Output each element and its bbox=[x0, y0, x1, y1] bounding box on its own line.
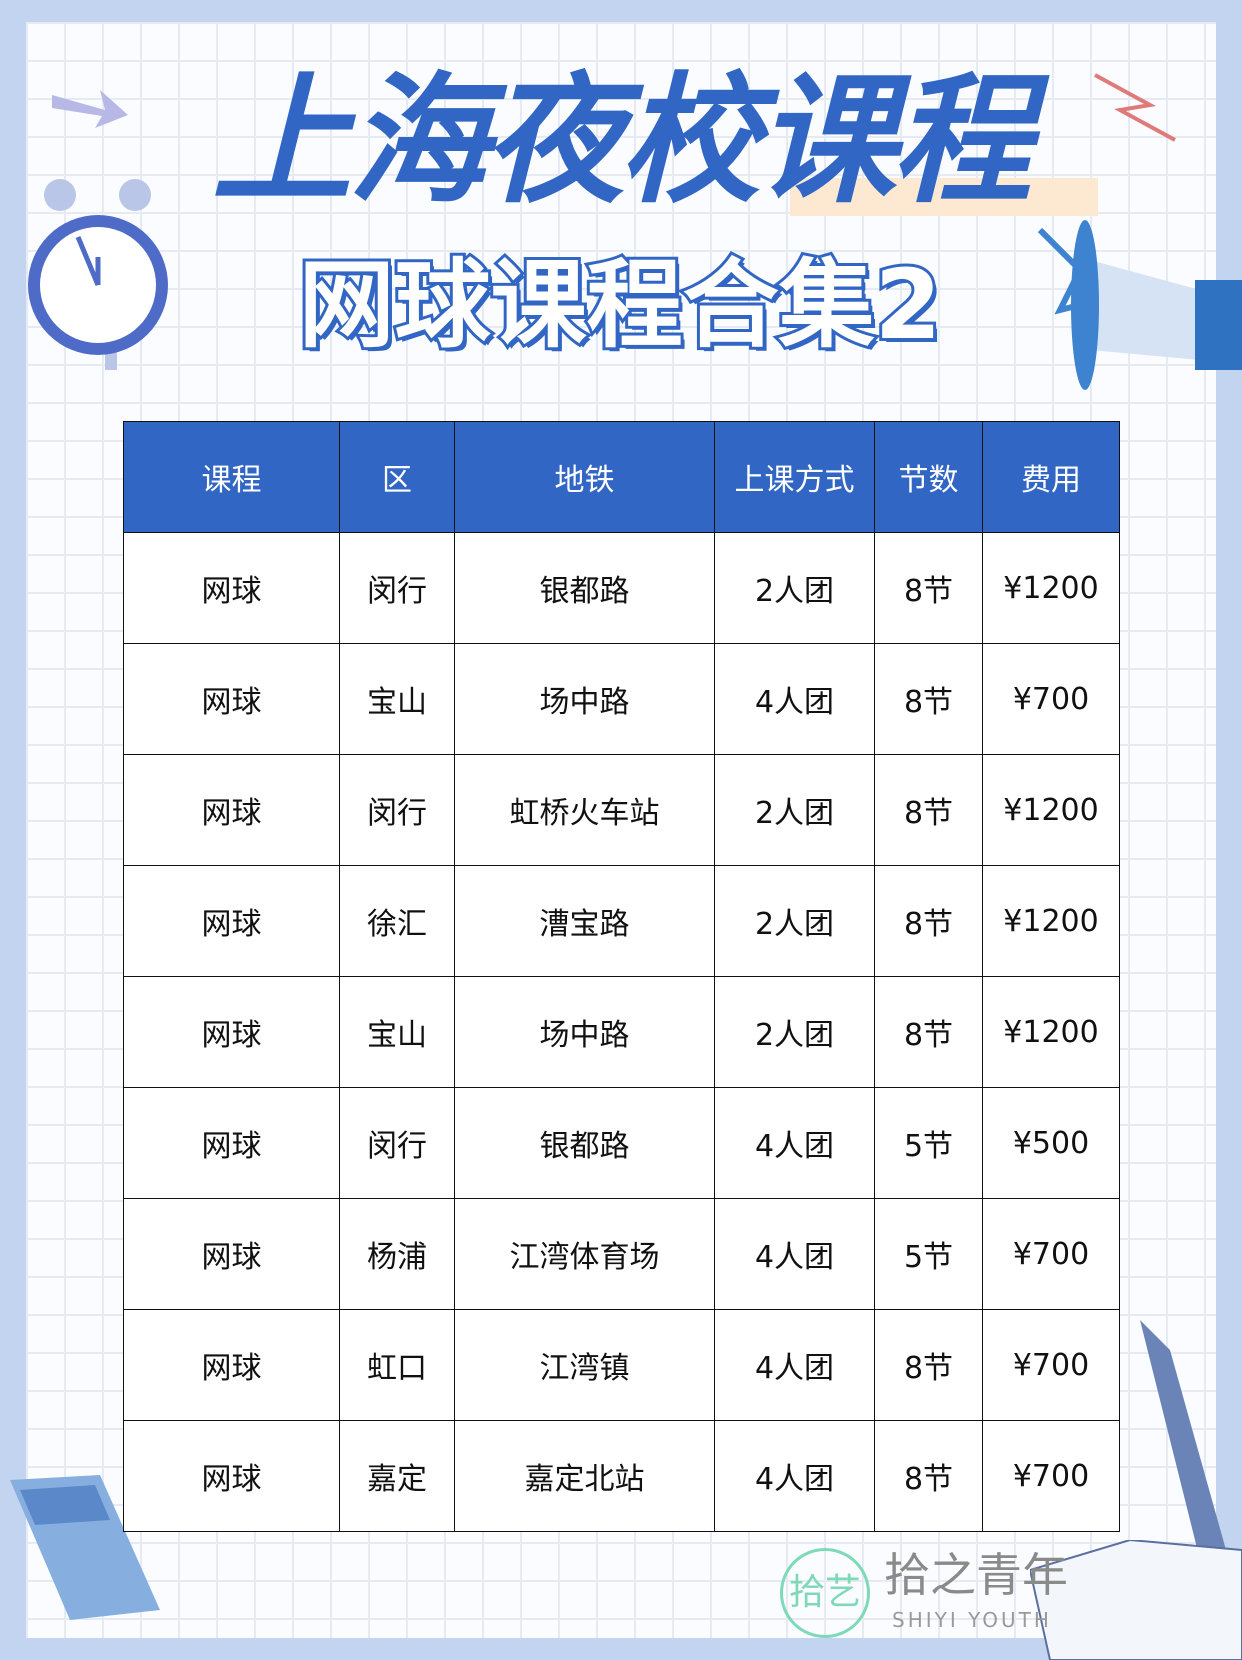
course-table: 课程 区 地铁 上课方式 节数 费用 网球 闵行 银都路 2人团 8节 ¥1200 网球 宝山… bbox=[123, 421, 1120, 1532]
cell-district: 闵行 bbox=[339, 754, 455, 866]
notebook-icon bbox=[10, 1475, 160, 1620]
cell-fee: ¥700 bbox=[982, 1198, 1120, 1310]
cell-metro: 虹桥火车站 bbox=[454, 754, 715, 866]
pen-icon bbox=[1140, 1320, 1240, 1600]
cell-fee: ¥1200 bbox=[982, 754, 1120, 866]
cell-course: 网球 bbox=[123, 754, 340, 866]
header-fee: 费用 bbox=[982, 421, 1120, 533]
watermark-logo: 拾艺 bbox=[780, 1548, 870, 1638]
table-row: 网球 徐汇 漕宝路 2人团 8节 ¥1200 bbox=[123, 865, 1120, 977]
cell-sessions: 5节 bbox=[874, 1087, 983, 1199]
cell-sessions: 8节 bbox=[874, 643, 983, 755]
cell-format: 4人团 bbox=[714, 1309, 875, 1421]
cell-sessions: 8节 bbox=[874, 754, 983, 866]
cell-course: 网球 bbox=[123, 1087, 340, 1199]
cell-district: 宝山 bbox=[339, 643, 455, 755]
cell-sessions: 5节 bbox=[874, 1198, 983, 1310]
squiggle-arrow-icon bbox=[1094, 73, 1176, 142]
cell-course: 网球 bbox=[123, 1198, 340, 1310]
table-header-row: 课程 区 地铁 上课方式 节数 费用 bbox=[123, 421, 1120, 533]
header-course: 课程 bbox=[123, 421, 340, 533]
cell-fee: ¥700 bbox=[982, 1309, 1120, 1421]
page-title: 上海夜校课程 bbox=[211, 60, 1032, 223]
cell-course: 网球 bbox=[123, 532, 340, 644]
megaphone-icon bbox=[1037, 220, 1242, 390]
cell-course: 网球 bbox=[123, 1309, 340, 1421]
cell-district: 宝山 bbox=[339, 976, 455, 1088]
cell-fee: ¥700 bbox=[982, 643, 1120, 755]
header-format: 上课方式 bbox=[714, 421, 875, 533]
header-district: 区 bbox=[339, 421, 455, 533]
cell-course: 网球 bbox=[123, 865, 340, 977]
cell-format: 2人团 bbox=[714, 754, 875, 866]
cell-metro: 嘉定北站 bbox=[454, 1420, 715, 1532]
cell-district: 嘉定 bbox=[339, 1420, 455, 1532]
cell-district: 虹口 bbox=[339, 1309, 455, 1421]
cell-metro: 漕宝路 bbox=[454, 865, 715, 977]
table-row: 网球 闵行 银都路 4人团 5节 ¥500 bbox=[123, 1087, 1120, 1199]
cell-district: 徐汇 bbox=[339, 865, 455, 977]
table-row: 网球 虹口 江湾镇 4人团 8节 ¥700 bbox=[123, 1309, 1120, 1421]
table-row: 网球 杨浦 江湾体育场 4人团 5节 ¥700 bbox=[123, 1198, 1120, 1310]
cell-course: 网球 bbox=[123, 976, 340, 1088]
cell-sessions: 8节 bbox=[874, 1420, 983, 1532]
cell-metro: 银都路 bbox=[454, 532, 715, 644]
header-metro: 地铁 bbox=[454, 421, 715, 533]
table-row: 网球 宝山 场中路 4人团 8节 ¥700 bbox=[123, 643, 1120, 755]
cell-format: 2人团 bbox=[714, 976, 875, 1088]
watermark-name: 拾之青年 bbox=[884, 1548, 1068, 1602]
page-subtitle: 网球课程合集2 bbox=[296, 247, 945, 363]
cell-fee: ¥1200 bbox=[982, 865, 1120, 977]
cell-course: 网球 bbox=[123, 1420, 340, 1532]
cell-district: 杨浦 bbox=[339, 1198, 455, 1310]
cell-format: 4人团 bbox=[714, 1198, 875, 1310]
table-row: 网球 闵行 虹桥火车站 2人团 8节 ¥1200 bbox=[123, 754, 1120, 866]
cell-metro: 江湾镇 bbox=[454, 1309, 715, 1421]
cell-sessions: 8节 bbox=[874, 532, 983, 644]
header-sessions: 节数 bbox=[874, 421, 983, 533]
cell-metro: 江湾体育场 bbox=[454, 1198, 715, 1310]
cell-fee: ¥500 bbox=[982, 1087, 1120, 1199]
cell-course: 网球 bbox=[123, 643, 340, 755]
cell-fee: ¥1200 bbox=[982, 976, 1120, 1088]
cell-format: 4人团 bbox=[714, 1420, 875, 1532]
arrow-icon bbox=[52, 90, 128, 128]
cell-metro: 银都路 bbox=[454, 1087, 715, 1199]
alarm-clock-icon bbox=[28, 179, 168, 370]
cell-fee: ¥1200 bbox=[982, 532, 1120, 644]
cell-district: 闵行 bbox=[339, 1087, 455, 1199]
cell-format: 2人团 bbox=[714, 865, 875, 977]
cell-sessions: 8节 bbox=[874, 976, 983, 1088]
cell-sessions: 8节 bbox=[874, 865, 983, 977]
cell-metro: 场中路 bbox=[454, 643, 715, 755]
cell-fee: ¥700 bbox=[982, 1420, 1120, 1532]
table-row: 网球 嘉定 嘉定北站 4人团 8节 ¥700 bbox=[123, 1420, 1120, 1532]
title-highlight bbox=[790, 178, 1098, 216]
cell-format: 4人团 bbox=[714, 643, 875, 755]
cell-format: 4人团 bbox=[714, 1087, 875, 1199]
cell-format: 2人团 bbox=[714, 532, 875, 644]
table-row: 网球 宝山 场中路 2人团 8节 ¥1200 bbox=[123, 976, 1120, 1088]
open-book-icon bbox=[1030, 1540, 1242, 1660]
watermark: 拾艺 拾之青年 SHIYI YOUTH bbox=[780, 1548, 1200, 1648]
table-row: 网球 闵行 银都路 2人团 8节 ¥1200 bbox=[123, 532, 1120, 644]
watermark-subtitle: SHIYI YOUTH bbox=[892, 1608, 1052, 1632]
cell-metro: 场中路 bbox=[454, 976, 715, 1088]
cell-sessions: 8节 bbox=[874, 1309, 983, 1421]
cell-district: 闵行 bbox=[339, 532, 455, 644]
